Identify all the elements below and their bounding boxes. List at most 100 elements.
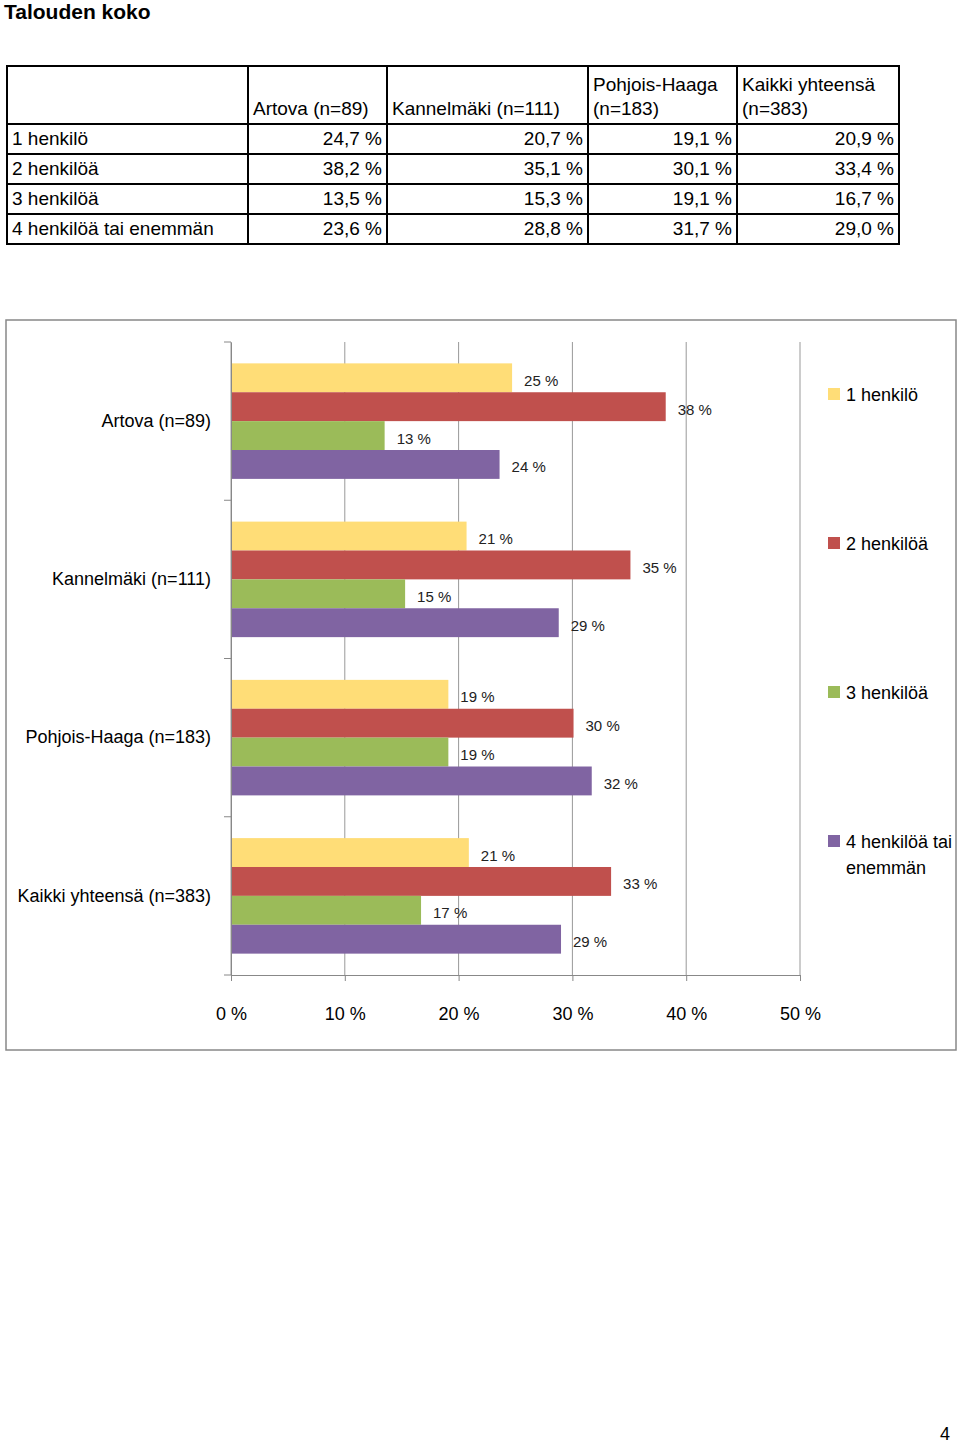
x-tick-label: 50 % [780,1004,821,1024]
x-tick-label: 10 % [325,1004,366,1024]
table-cell: 33,4 % [737,154,899,184]
table-cell: 16,7 % [737,184,899,214]
bar [231,608,559,637]
data-table: Artova (n=89)Kannelmäki (n=111)Pohjois-H… [6,65,900,245]
table-cell: 19,1 % [588,184,737,214]
table-cell: 38,2 % [248,154,387,184]
x-tick-mark [231,975,232,981]
y-separator [224,975,231,976]
y-separator [224,816,231,817]
table-cell: 4 henkilöä tai enemmän [7,214,248,244]
legend-swatch [828,835,840,847]
x-tick: 30 % [552,975,593,1024]
data-label: 35 % [642,559,676,576]
table-header-cell: Artova (n=89) [248,66,387,124]
legend-swatch [828,686,840,698]
legend-label: 3 henkilöä [846,683,929,703]
bar [231,450,500,479]
table-cell: 31,7 % [588,214,737,244]
data-label: 38 % [678,401,712,418]
y-separator [224,500,231,501]
chart-frame [6,320,956,1050]
bar [231,867,611,896]
data-label: 32 % [604,775,638,792]
x-axis-line [232,976,801,982]
y-tick: Pohjois-Haaga (n=183) [25,727,231,747]
bar [231,838,469,867]
data-label: 19 % [460,746,494,763]
table-cell: 35,1 % [387,154,588,184]
x-tick-label: 30 % [552,1004,593,1024]
data-label: 21 % [479,530,513,547]
data-label: 21 % [481,847,515,864]
bar [231,522,467,551]
table-header-cell: Pohjois-Haaga (n=183) [588,66,737,124]
table-header-cell: Kannelmäki (n=111) [387,66,588,124]
grid [231,342,800,975]
legend-label: 1 henkilö [846,385,918,405]
data-label: 30 % [586,717,620,734]
bar [231,680,448,709]
bar [231,925,561,954]
table-cell: 20,9 % [737,124,899,154]
table-row: 3 henkilöä13,5 %15,3 %19,1 %16,7 % [7,184,899,214]
legend-item: 3 henkilöä [828,683,929,703]
table-header-row: Artova (n=89)Kannelmäki (n=111)Pohjois-H… [7,66,899,124]
data-labels: 25 % 21 % 19 % 21 % 38 % 35 % 30 % 33 % 13 % 15 %… [397,372,712,950]
data-label: 29 % [571,617,605,634]
y-axis-line [231,343,232,976]
x-tick: 40 % [666,975,707,1024]
y-tick: Artova (n=89) [101,411,231,431]
y-tick-label: Artova (n=89) [101,411,211,431]
legend-swatch [828,388,840,400]
bar [231,896,421,925]
grid-line [686,342,687,975]
legend-item: 4 henkilöä taienemmän [828,832,952,878]
table-row: 1 henkilö24,7 %20,7 %19,1 %20,9 % [7,124,899,154]
data-label: 19 % [460,688,494,705]
table-cell: 13,5 % [248,184,387,214]
table-cell: 3 henkilöä [7,184,248,214]
y-tick: Kaikki yhteensä (n=383) [17,886,231,906]
y-axis: Artova (n=89)Kannelmäki (n=111)Pohjois-H… [17,343,231,976]
table-cell: 29,0 % [737,214,899,244]
x-tick-mark [345,975,346,981]
bar [231,421,385,450]
bar [231,709,574,738]
legend-swatch [828,537,840,549]
table-cell: 2 henkilöä [7,154,248,184]
data-label: 25 % [524,372,558,389]
x-tick: 0 % [216,975,247,1024]
legend-label: 2 henkilöä [846,534,929,554]
x-tick-label: 0 % [216,1004,247,1024]
bar [231,550,630,579]
legend-item: 1 henkilö [828,385,918,405]
table-cell: 15,3 % [387,184,588,214]
bar [231,363,512,392]
y-separators [224,342,231,975]
data-label: 33 % [623,875,657,892]
x-tick-mark [686,975,687,981]
table-cell: 28,8 % [387,214,588,244]
data-label: 24 % [512,458,546,475]
x-axis: 0 % 10 % 20 % 30 % 40 % 50 % [216,975,821,1024]
x-tick: 20 % [439,975,480,1024]
table-header-cell [7,66,248,124]
y-separator [224,342,231,343]
bar [231,392,666,421]
page-title: Talouden koko [4,0,151,24]
table-row: 2 henkilöä38,2 %35,1 %30,1 %33,4 % [7,154,899,184]
page-number: 4 [940,1424,950,1445]
bars [231,363,666,953]
bar [231,579,405,608]
legend-item: 2 henkilöä [828,534,929,554]
data-label: 13 % [397,430,431,447]
data-label: 15 % [417,588,451,605]
chart: 25 % 21 % 19 % 21 % 38 % 35 % 30 % 33 % 13 % 15 %… [0,0,960,1446]
x-tick-mark [800,975,801,981]
table-row: 4 henkilöä tai enemmän23,6 %28,8 %31,7 %… [7,214,899,244]
table-cell: 20,7 % [387,124,588,154]
grid-line [800,342,801,975]
x-tick-label: 20 % [439,1004,480,1024]
data-label: 17 % [433,904,467,921]
